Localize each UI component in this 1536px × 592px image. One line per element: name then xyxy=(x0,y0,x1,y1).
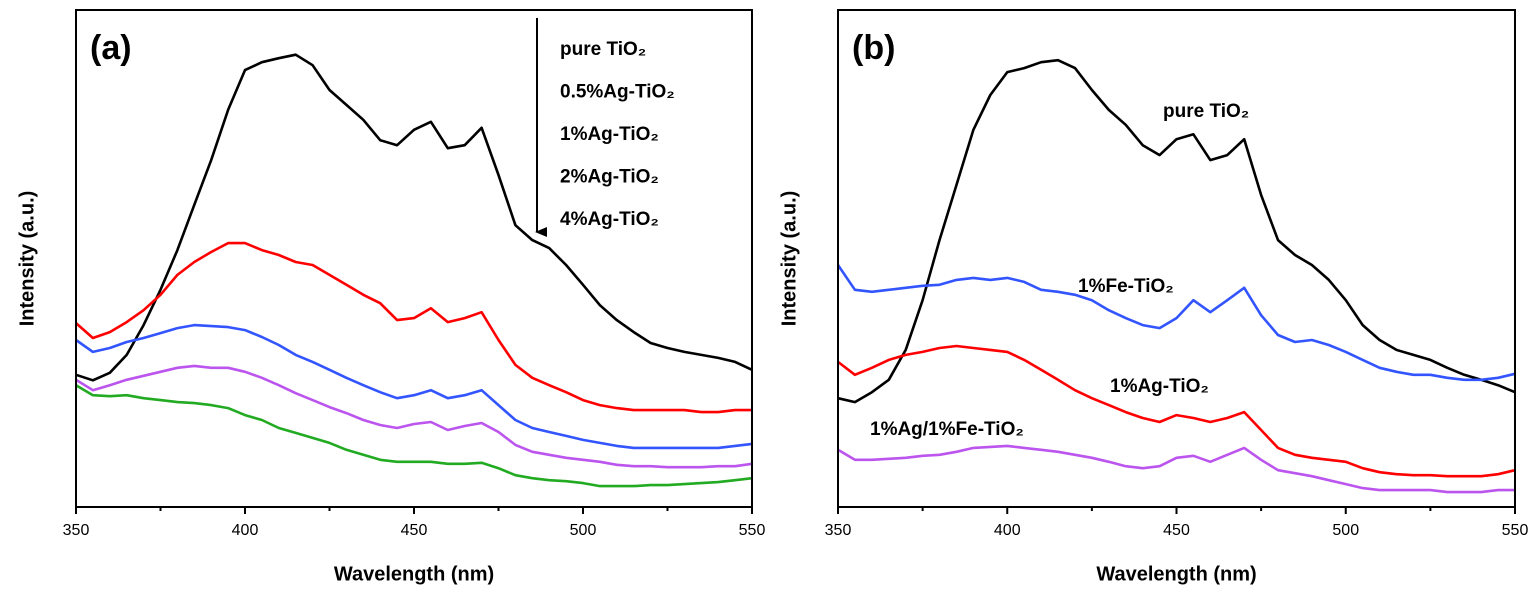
x-tick-label: 450 xyxy=(1163,522,1190,539)
spectrum-line xyxy=(836,264,1516,382)
x-tick-label: 500 xyxy=(570,522,597,539)
y-axis-label: Intensity (a.u.) xyxy=(778,191,800,327)
legend-entry: 0.5%Ag-TiO₂ xyxy=(560,82,675,103)
series-label: 1%Ag-TiO₂ xyxy=(1110,376,1209,397)
y-axis-label: Intensity (a.u.) xyxy=(16,191,38,327)
legend-entry: pure TiO₂ xyxy=(560,39,646,60)
spectrum-line xyxy=(75,384,753,488)
panel-label: (a) xyxy=(90,29,132,67)
x-tick-label: 350 xyxy=(63,522,90,539)
spectrum-line xyxy=(837,444,1515,494)
spectrum-line xyxy=(75,323,753,450)
x-tick-label: 400 xyxy=(994,522,1021,539)
series-label: pure TiO₂ xyxy=(1163,101,1249,122)
x-tick-label: 350 xyxy=(825,522,852,539)
x-tick-label: 550 xyxy=(739,522,766,539)
x-tick-label: 400 xyxy=(232,522,259,539)
x-tick-label: 500 xyxy=(1332,522,1359,539)
spectrum-line xyxy=(75,53,753,382)
x-axis-label: Wavelength (nm) xyxy=(1096,563,1256,585)
series-label: 1%Ag/1%Fe-TiO₂ xyxy=(870,419,1024,440)
spectrum-line xyxy=(837,344,1516,478)
panel-label: (b) xyxy=(852,29,895,67)
spectrum-line xyxy=(75,364,753,469)
spectrum-line xyxy=(837,58,1516,404)
legend-entry: 1%Ag-TiO₂ xyxy=(560,124,659,145)
x-tick-label: 550 xyxy=(1502,522,1529,539)
legend-entry: 4%Ag-TiO₂ xyxy=(560,209,659,230)
x-tick-label: 450 xyxy=(401,522,428,539)
series-label: 1%Fe-TiO₂ xyxy=(1078,276,1174,297)
spectrum-line xyxy=(75,241,752,414)
legend-entry: 2%Ag-TiO₂ xyxy=(560,167,659,188)
x-axis-label: Wavelength (nm) xyxy=(334,563,494,585)
